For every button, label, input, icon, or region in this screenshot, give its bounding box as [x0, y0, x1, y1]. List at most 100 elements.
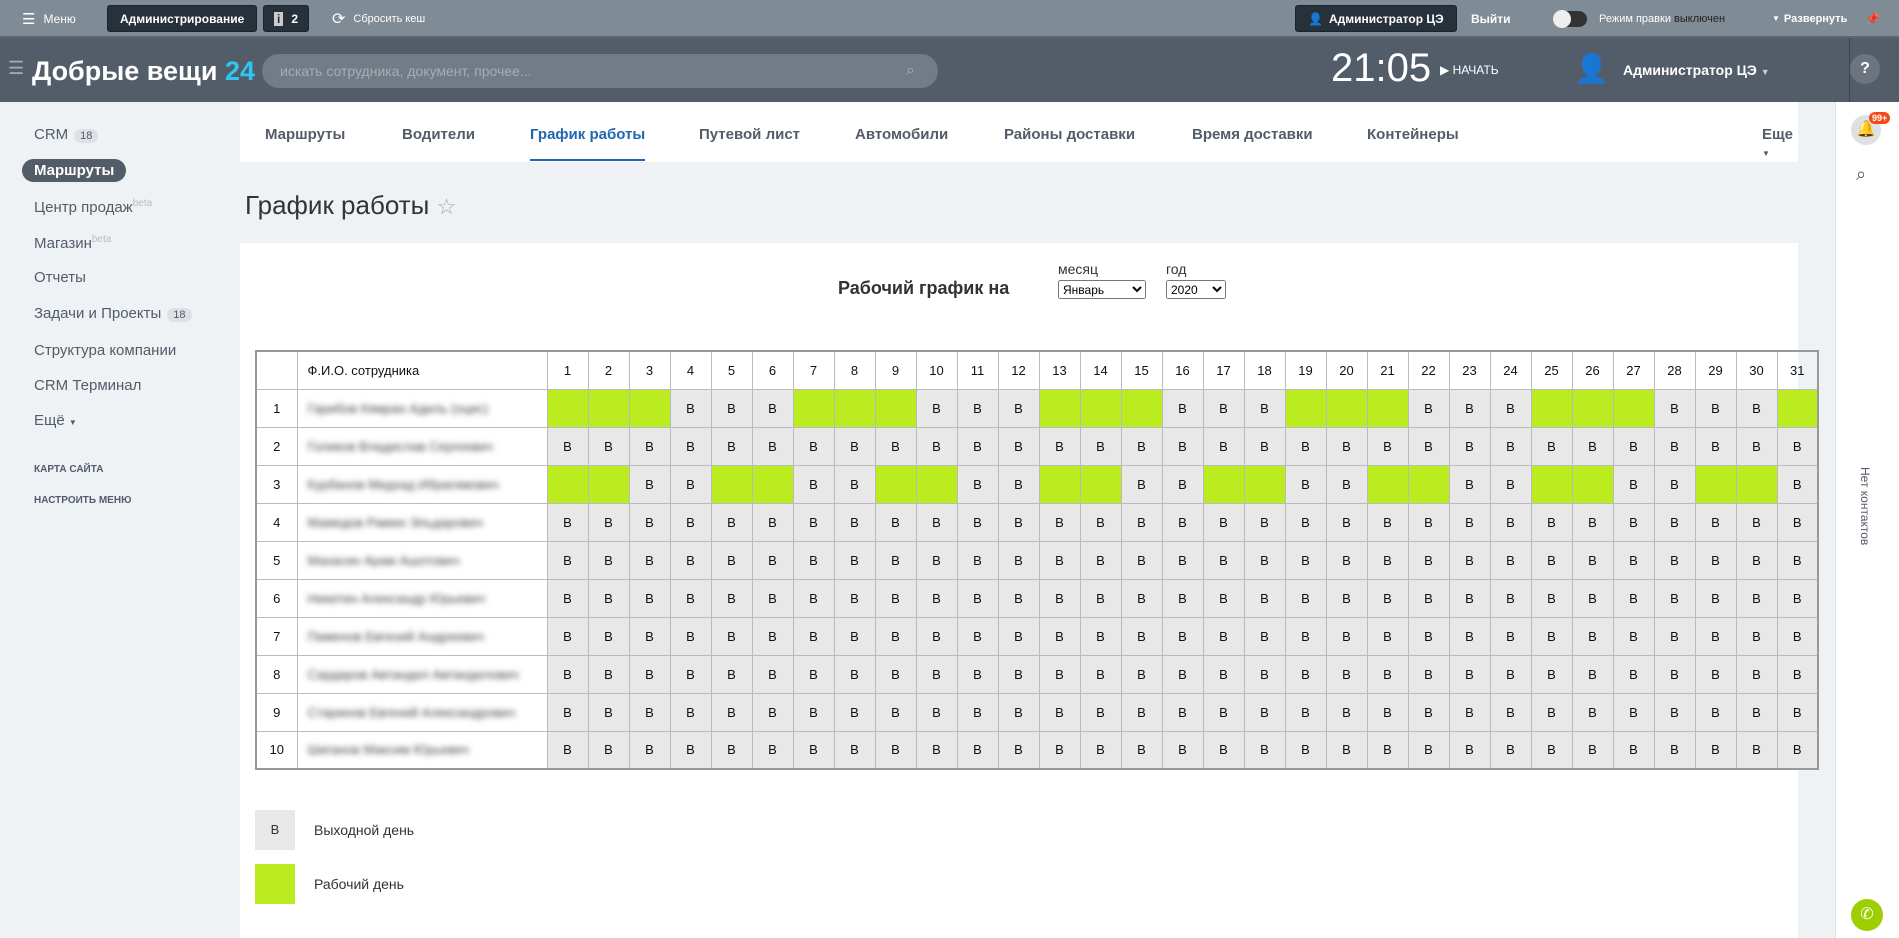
day-off-cell[interactable]: В	[1038, 692, 1081, 732]
work-day-cell[interactable]	[628, 388, 671, 428]
day-off-cell[interactable]: В	[956, 730, 999, 770]
sidebar-item-more[interactable]: Ещё ▼	[34, 412, 77, 429]
day-off-cell[interactable]: В	[1612, 692, 1655, 732]
work-day-cell[interactable]	[1120, 388, 1163, 428]
work-day-cell[interactable]	[1530, 388, 1573, 428]
day-off-cell[interactable]: В	[1448, 578, 1491, 618]
day-off-cell[interactable]: В	[1079, 578, 1122, 618]
day-off-cell[interactable]: В	[1202, 502, 1245, 542]
work-day-cell[interactable]	[1571, 464, 1614, 504]
day-off-cell[interactable]: В	[1038, 540, 1081, 580]
day-off-cell[interactable]: В	[1079, 654, 1122, 694]
day-off-cell[interactable]: В	[1120, 730, 1163, 770]
day-off-cell[interactable]: В	[956, 464, 999, 504]
work-day-cell[interactable]	[546, 388, 589, 428]
work-day-cell[interactable]	[1038, 388, 1081, 428]
day-off-cell[interactable]: В	[833, 730, 876, 770]
day-off-cell[interactable]: В	[1776, 730, 1819, 770]
sidebar-item-tasks[interactable]: Задачи и Проекты 18	[34, 305, 192, 322]
work-day-cell[interactable]	[1694, 464, 1737, 504]
help-icon[interactable]: ?	[1850, 54, 1880, 84]
day-off-cell[interactable]: В	[1161, 616, 1204, 656]
day-off-cell[interactable]: В	[1653, 388, 1696, 428]
day-off-cell[interactable]: В	[1284, 578, 1327, 618]
day-off-cell[interactable]: В	[587, 616, 630, 656]
work-day-cell[interactable]	[587, 388, 630, 428]
day-off-cell[interactable]: В	[1038, 502, 1081, 542]
day-off-cell[interactable]: В	[1612, 616, 1655, 656]
day-off-cell[interactable]: В	[1079, 502, 1122, 542]
tab-delivery-areas[interactable]: Районы доставки	[1004, 126, 1136, 143]
day-off-cell[interactable]: В	[1653, 464, 1696, 504]
day-off-cell[interactable]: В	[1653, 692, 1696, 732]
day-off-cell[interactable]: В	[669, 578, 712, 618]
day-off-cell[interactable]: В	[1407, 730, 1450, 770]
day-off-cell[interactable]: В	[1694, 654, 1737, 694]
day-off-cell[interactable]: В	[1284, 540, 1327, 580]
day-off-cell[interactable]: В	[1571, 426, 1614, 466]
day-off-cell[interactable]: В	[1612, 654, 1655, 694]
work-day-cell[interactable]	[1776, 388, 1819, 428]
day-off-cell[interactable]: В	[1530, 730, 1573, 770]
day-off-cell[interactable]: В	[1489, 502, 1532, 542]
day-off-cell[interactable]: В	[1161, 730, 1204, 770]
day-off-cell[interactable]: В	[751, 730, 794, 770]
day-off-cell[interactable]: В	[1325, 464, 1368, 504]
day-off-cell[interactable]: В	[1038, 578, 1081, 618]
day-off-cell[interactable]: В	[1243, 388, 1286, 428]
reset-cache-button[interactable]: ⟳ Сбросить кеш	[332, 5, 425, 32]
tab-schedule[interactable]: График работы	[530, 126, 646, 161]
work-day-cell[interactable]	[1366, 464, 1409, 504]
day-off-cell[interactable]: В	[1161, 540, 1204, 580]
day-off-cell[interactable]: В	[874, 540, 917, 580]
work-day-cell[interactable]	[915, 464, 958, 504]
day-off-cell[interactable]: В	[1735, 388, 1778, 428]
day-off-cell[interactable]: В	[628, 426, 671, 466]
day-off-cell[interactable]: В	[1694, 578, 1737, 618]
day-off-cell[interactable]: В	[1489, 464, 1532, 504]
day-off-cell[interactable]: В	[1243, 730, 1286, 770]
day-off-cell[interactable]: В	[628, 730, 671, 770]
day-off-cell[interactable]: В	[997, 692, 1040, 732]
sidebar-item-sales-center[interactable]: Центр продажbeta	[34, 198, 153, 216]
day-off-cell[interactable]: В	[669, 502, 712, 542]
day-off-cell[interactable]: В	[1120, 578, 1163, 618]
day-off-cell[interactable]: В	[628, 692, 671, 732]
day-off-cell[interactable]: В	[956, 616, 999, 656]
day-off-cell[interactable]: В	[1694, 692, 1737, 732]
sidebar-item-reports[interactable]: Отчеты	[34, 269, 86, 286]
day-off-cell[interactable]: В	[710, 578, 753, 618]
day-off-cell[interactable]: В	[710, 388, 753, 428]
day-off-cell[interactable]: В	[1571, 502, 1614, 542]
work-day-cell[interactable]	[1202, 464, 1245, 504]
tab-more[interactable]: Еще ▼	[1762, 126, 1794, 158]
day-off-cell[interactable]: В	[956, 502, 999, 542]
day-off-cell[interactable]: В	[1489, 730, 1532, 770]
day-off-cell[interactable]: В	[915, 540, 958, 580]
expand-button[interactable]: ▼ Развернуть	[1772, 5, 1847, 32]
work-day-cell[interactable]	[1038, 464, 1081, 504]
day-off-cell[interactable]: В	[1325, 654, 1368, 694]
day-off-cell[interactable]: В	[1243, 654, 1286, 694]
tab-drivers[interactable]: Водители	[402, 126, 475, 143]
day-off-cell[interactable]: В	[1448, 692, 1491, 732]
day-off-cell[interactable]: В	[1653, 654, 1696, 694]
day-off-cell[interactable]: В	[1161, 692, 1204, 732]
work-day-cell[interactable]	[710, 464, 753, 504]
day-off-cell[interactable]: В	[1407, 388, 1450, 428]
day-off-cell[interactable]: В	[874, 426, 917, 466]
day-off-cell[interactable]: В	[1243, 578, 1286, 618]
day-off-cell[interactable]: В	[833, 578, 876, 618]
day-off-cell[interactable]: В	[874, 692, 917, 732]
day-off-cell[interactable]: В	[1448, 502, 1491, 542]
month-select[interactable]: Январь	[1058, 280, 1146, 299]
day-off-cell[interactable]: В	[1653, 540, 1696, 580]
day-off-cell[interactable]: В	[1038, 426, 1081, 466]
day-off-cell[interactable]: В	[874, 502, 917, 542]
work-day-cell[interactable]	[1284, 388, 1327, 428]
day-off-cell[interactable]: В	[1407, 502, 1450, 542]
day-off-cell[interactable]: В	[792, 616, 835, 656]
day-off-cell[interactable]: В	[628, 578, 671, 618]
day-off-cell[interactable]: В	[1202, 654, 1245, 694]
day-off-cell[interactable]: В	[1407, 692, 1450, 732]
